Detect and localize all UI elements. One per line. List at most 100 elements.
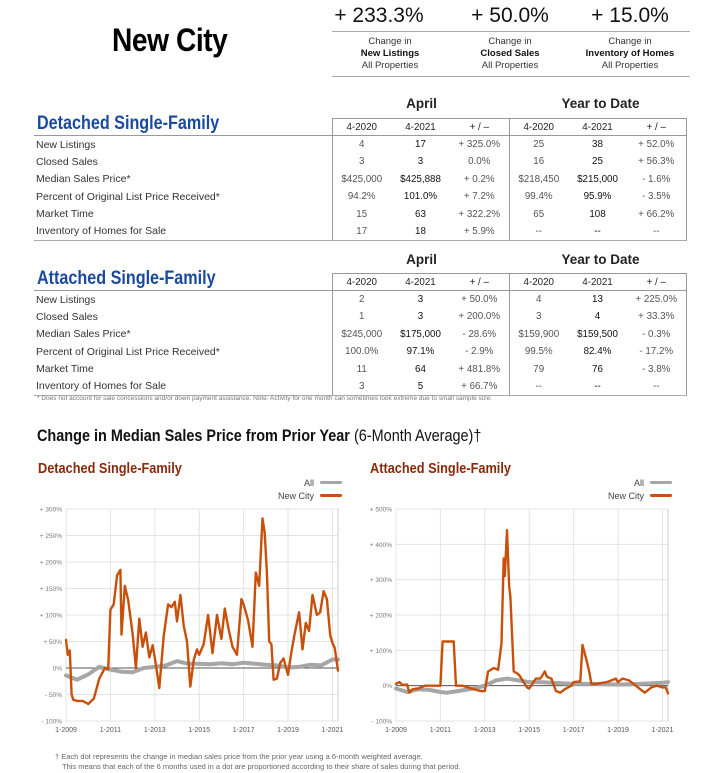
row-label: Inventory of Homes for Sale (34, 377, 332, 396)
row-label: Median Sales Price* (36, 328, 131, 341)
cell-y-chg: + 56.3% (627, 153, 687, 171)
table-row: Inventory of Homes for Sale 3 5 + 66.7% -- --… (34, 377, 687, 396)
x-tick-label: 1-2011 (430, 727, 451, 734)
detached-data-table: 4-2020 4-2021 + / –4-2020 4-2021 + / – New Li… (34, 117, 687, 241)
header-label-cell (34, 273, 332, 292)
cell-m-cur: $175,000 (400, 328, 441, 340)
cell-m-prev: 100.0% (331, 343, 391, 361)
y-tick-label: + 100% (40, 613, 62, 620)
y-tick-label: + 300% (40, 507, 62, 514)
attached-data-table: 4-2020 4-2021 + / –4-2020 4-2021 + / – New Li… (34, 272, 687, 396)
y-tick-label: + 150% (40, 586, 62, 593)
chart-legend-attached: All New City (560, 476, 672, 502)
column-header: 4-2020 (331, 272, 391, 292)
series-line-all (394, 676, 670, 695)
header-label-cell (34, 118, 332, 137)
cell-m-cur: $425,888 (400, 173, 441, 185)
charts-heading-sub: (6-Month Average)† (353, 426, 482, 445)
cell-y-prev: $218,450 (508, 170, 568, 189)
kpi-label-scope: All Properties (361, 60, 419, 71)
kpi-label-inventory: Change in Inventory of Homes All Propert… (570, 36, 690, 72)
column-header: 4-2020 (331, 117, 391, 137)
kpi-label-metric: Closed Sales (480, 48, 540, 59)
cell-m-prev: $425,000 (331, 170, 391, 189)
kpi-label-line: Change in (608, 36, 652, 47)
column-header: 4-2021 (568, 117, 627, 137)
series-line-city (64, 517, 340, 706)
cell-y-cur: 25 (592, 156, 603, 168)
x-tick-label: 1-2013 (144, 727, 166, 734)
x-tick-label: 1-2009 (385, 727, 407, 734)
cell-y-chg: - 3.5% (627, 188, 687, 206)
cell-m-cur: 3 (417, 156, 424, 168)
row-label: Median Sales Price* (36, 173, 131, 186)
series-line-all (64, 657, 340, 682)
group-header-ytd: Year to Date (561, 252, 640, 267)
cell-y-prev: 99.4% (508, 188, 568, 206)
column-header: + / – (627, 272, 687, 292)
column-header: 4-2021 (391, 117, 450, 137)
group-header-month: April (406, 252, 437, 267)
kpi-label-line: Change in (368, 36, 412, 47)
column-header: 4-2020 (508, 117, 568, 137)
cell-m-prev: $245,000 (331, 325, 391, 344)
cell-m-prev: 4 (331, 135, 391, 154)
charts-heading-main: Change in Median Sales Price from Prior … (37, 426, 350, 445)
chart-legend-detached: All New City (230, 476, 342, 502)
cell-y-chg: - 1.6% (627, 170, 687, 189)
cell-m-prev: 94.2% (331, 188, 391, 206)
y-tick-label: + 100% (370, 648, 392, 655)
cell-m-cur: 64 (415, 363, 426, 375)
cell-y-cur: 82.4% (583, 346, 612, 358)
column-header: 4-2020 (508, 272, 568, 292)
cell-y-prev: 3 (508, 308, 568, 326)
y-tick-label: - 100% (371, 719, 392, 726)
y-tick-label: + 50% (43, 639, 62, 646)
legend-swatch-city (320, 494, 342, 497)
table-row: New Listings 4 17 + 325.0% 25 38 + 52.0% (34, 135, 687, 154)
cell-m-chg: + 7.2% (463, 191, 495, 203)
cell-m-chg: + 200.0% (458, 311, 501, 323)
cell-y-cur: -- (568, 222, 627, 241)
table-row: Median Sales Price* $245,000 $175,000 - 28.… (34, 325, 687, 344)
cell-y-chg: -- (627, 222, 687, 241)
cell-m-chg: + 5.9% (450, 222, 509, 241)
cell-m-chg: - 2.9% (465, 346, 494, 358)
cell-y-chg: - 0.3% (627, 325, 687, 344)
legend-item-city: New City (230, 489, 342, 502)
cell-y-cur: $215,000 (577, 173, 618, 185)
cell-y-cur: 95.9% (583, 191, 612, 203)
cell-y-cur: -- (568, 377, 627, 396)
cell-y-prev: 79 (508, 360, 568, 378)
x-tick-label: 1-2017 (563, 727, 585, 734)
cell-m-chg: + 481.8% (458, 363, 501, 375)
y-tick-label: + 500% (370, 507, 392, 514)
cell-y-chg: - 17.2% (627, 343, 687, 361)
row-label: Percent of Original List Price Received* (36, 345, 220, 358)
cell-y-chg: - 3.8% (627, 360, 687, 378)
series-line-city (394, 529, 670, 695)
kpi-value: + 50.0% (471, 4, 549, 27)
y-tick-label: + 200% (370, 613, 392, 620)
table-row: Market Time 15 63 + 322.2% 65 108 + 66.2% (34, 205, 687, 223)
cell-m-prev: 2 (331, 290, 391, 309)
kpi-divider-top (332, 31, 690, 32)
kpi-label-closed-sales: Change in Closed Sales All Properties (450, 36, 570, 72)
cell-m-prev: 1 (331, 308, 391, 326)
y-tick-label: + 400% (370, 542, 392, 549)
kpi-closed-sales: + 50.0% (450, 2, 570, 30)
cell-y-prev: -- (508, 222, 568, 241)
cell-m-cur: 97.1% (406, 346, 435, 358)
column-header: + / – (627, 117, 687, 137)
cell-m-chg: + 66.7% (450, 377, 509, 396)
kpi-value: + 233.3% (334, 4, 424, 27)
kpi-value: + 15.0% (591, 4, 669, 27)
cell-m-prev: 3 (331, 153, 391, 171)
x-tick-label: 1-2015 (518, 727, 540, 734)
cell-y-chg: + 66.2% (627, 205, 687, 223)
y-tick-label: + 300% (370, 577, 392, 584)
table-row: Inventory of Homes for Sale 17 18 + 5.9% -- -… (34, 222, 687, 241)
legend-label: All (303, 477, 314, 488)
legend-label: All (633, 477, 644, 488)
kpi-label-metric: New Listings (360, 48, 420, 59)
